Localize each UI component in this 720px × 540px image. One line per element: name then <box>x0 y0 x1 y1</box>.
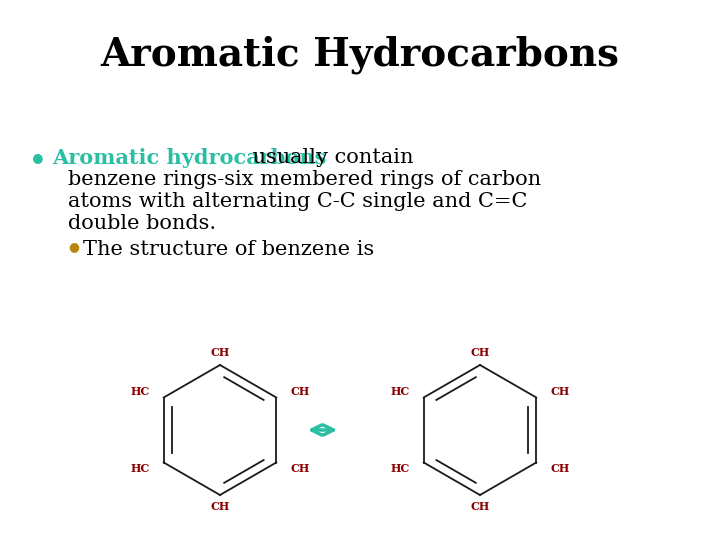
Text: The structure of benzene is: The structure of benzene is <box>83 240 374 259</box>
Text: HC: HC <box>130 386 150 397</box>
Text: HC: HC <box>390 463 410 474</box>
Text: ●: ● <box>68 240 79 253</box>
Text: CH: CH <box>550 386 570 397</box>
Text: CH: CH <box>210 502 230 512</box>
Text: usually contain: usually contain <box>246 148 413 167</box>
Text: Aromatic hydrocarbons: Aromatic hydrocarbons <box>52 148 326 168</box>
Text: Aromatic Hydrocarbons: Aromatic Hydrocarbons <box>101 36 619 74</box>
Text: CH: CH <box>290 386 310 397</box>
Text: •: • <box>29 148 47 176</box>
Text: atoms with alternating C-C single and C=C: atoms with alternating C-C single and C=… <box>68 192 527 211</box>
Text: benzene rings-six membered rings of carbon: benzene rings-six membered rings of carb… <box>68 170 541 189</box>
Text: CH: CH <box>210 348 230 359</box>
Text: HC: HC <box>390 386 410 397</box>
Text: CH: CH <box>550 463 570 474</box>
Text: CH: CH <box>470 502 490 512</box>
Text: CH: CH <box>290 463 310 474</box>
Text: double bonds.: double bonds. <box>68 214 216 233</box>
Text: HC: HC <box>130 463 150 474</box>
Text: CH: CH <box>470 348 490 359</box>
